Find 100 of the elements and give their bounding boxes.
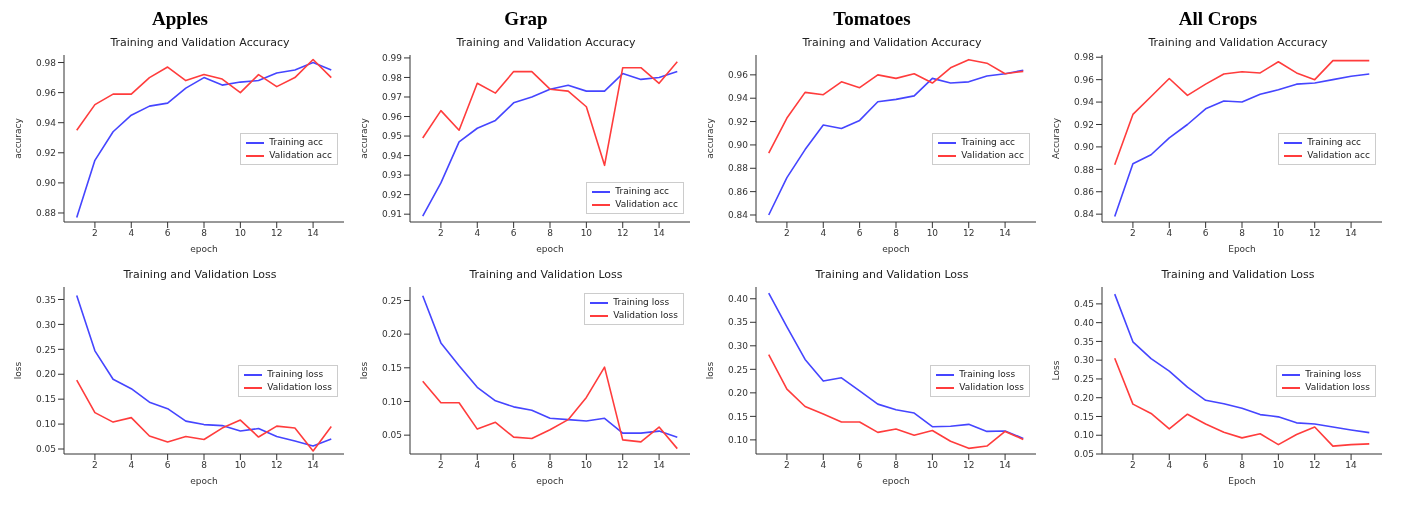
y-axis-title: accuracy — [13, 117, 24, 159]
x-axis-title: Epoch — [1228, 244, 1256, 254]
y-tick-label: 0.96 — [35, 87, 57, 98]
x-axis-title: epoch — [536, 476, 564, 486]
y-tick-label: 0.99 — [381, 53, 403, 64]
y-tick-label: 0.20 — [1073, 392, 1095, 403]
y-tick-label: 0.05 — [35, 444, 56, 455]
legend-label: Training loss — [613, 296, 670, 309]
y-tick-label: 0.10 — [381, 396, 403, 407]
x-tick-label: 10 — [234, 228, 247, 239]
x-tick-label: 6 — [856, 460, 863, 471]
y-tick-label: 0.15 — [727, 411, 748, 422]
y-axis-title: accuracy — [359, 117, 370, 159]
line-series — [421, 366, 679, 450]
line-series — [75, 294, 333, 447]
x-axis-title: epoch — [882, 244, 910, 254]
y-tick-label: 0.95 — [381, 131, 402, 142]
x-tick-label: 4 — [1166, 460, 1173, 471]
legend-label: Validation acc — [269, 149, 332, 162]
y-tick-label: 0.98 — [381, 72, 403, 83]
chart-title: Grap — [503, 8, 549, 31]
chart-title: Tomatoes — [832, 8, 912, 31]
x-tick-label: 8 — [547, 460, 554, 471]
y-tick-label: 0.93 — [381, 170, 402, 181]
y-tick-label: 0.15 — [1073, 411, 1094, 422]
y-tick-label: 0.25 — [35, 344, 56, 355]
y-tick-label: 0.20 — [35, 369, 57, 380]
line-series — [767, 69, 1025, 216]
x-axis-title: epoch — [882, 476, 910, 486]
line-series — [421, 294, 679, 438]
y-axis-title: accuracy — [705, 117, 716, 159]
legend-label: Validation acc — [961, 149, 1024, 162]
y-tick-label: 0.25 — [381, 295, 402, 306]
legend-label: Training acc — [615, 185, 670, 198]
chart-title: Training and Validation Loss — [1160, 268, 1316, 283]
y-axis-title: loss — [705, 361, 716, 380]
legend-label: Validation loss — [267, 381, 332, 394]
x-tick-label: 10 — [926, 228, 939, 239]
y-tick-label: 0.20 — [727, 388, 749, 399]
x-axis-title: Epoch — [1228, 476, 1256, 486]
y-axis-title: loss — [13, 361, 24, 380]
x-tick-label: 4 — [128, 460, 135, 471]
y-tick-label: 0.84 — [1073, 209, 1095, 220]
y-tick-label: 0.10 — [727, 435, 749, 446]
x-tick-label: 6 — [1202, 228, 1209, 239]
y-tick-label: 0.35 — [35, 294, 56, 305]
x-tick-label: 8 — [201, 228, 208, 239]
x-tick-label: 2 — [92, 460, 98, 471]
x-tick-label: 10 — [1272, 228, 1285, 239]
line-series — [767, 292, 1025, 440]
x-tick-label: 8 — [201, 460, 208, 471]
y-tick-label: 0.25 — [1073, 374, 1094, 385]
x-tick-label: 4 — [128, 228, 135, 239]
x-tick-label: 14 — [653, 460, 666, 471]
y-tick-label: 0.86 — [727, 186, 749, 197]
x-tick-label: 8 — [893, 228, 900, 239]
x-tick-label: 2 — [784, 228, 790, 239]
x-tick-label: 10 — [234, 460, 247, 471]
y-axis-title: Loss — [1051, 360, 1062, 381]
y-tick-label: 0.30 — [35, 319, 57, 330]
y-tick-label: 0.40 — [727, 293, 749, 304]
y-tick-label: 0.92 — [381, 189, 402, 200]
x-tick-label: 12 — [963, 228, 975, 239]
x-tick-label: 12 — [617, 228, 629, 239]
legend-label: Training acc — [1307, 136, 1362, 149]
x-axis-title: epoch — [190, 476, 218, 486]
legend-label: Validation acc — [1307, 149, 1370, 162]
y-tick-label: 0.90 — [35, 178, 57, 189]
y-tick-label: 0.88 — [1073, 164, 1095, 175]
x-tick-label: 12 — [1309, 460, 1321, 471]
line-series — [1113, 73, 1371, 218]
y-tick-label: 0.30 — [727, 341, 749, 351]
x-tick-label: 2 — [784, 460, 790, 471]
y-tick-label: 0.05 — [1073, 449, 1094, 460]
x-axis-title: epoch — [536, 244, 564, 254]
y-tick-label: 0.88 — [35, 208, 57, 219]
y-tick-label: 0.30 — [1073, 355, 1095, 366]
x-tick-label: 6 — [856, 228, 863, 239]
x-tick-label: 14 — [1345, 228, 1358, 239]
line-series — [1113, 59, 1371, 166]
legend-label: Validation loss — [613, 309, 678, 322]
x-tick-label: 2 — [1130, 228, 1136, 239]
line-series — [75, 61, 333, 219]
line-series — [421, 70, 679, 217]
y-tick-label: 0.45 — [1073, 299, 1094, 310]
chart-title: Training and Validation Loss — [468, 268, 624, 283]
line-series — [75, 58, 333, 132]
x-tick-label: 14 — [999, 228, 1012, 239]
x-tick-label: 2 — [92, 228, 98, 239]
y-tick-label: 0.15 — [381, 363, 402, 373]
x-tick-label: 6 — [510, 460, 517, 471]
y-tick-label: 0.96 — [1073, 74, 1095, 85]
x-tick-label: 4 — [474, 228, 481, 239]
y-tick-label: 0.35 — [727, 317, 748, 328]
y-tick-label: 0.98 — [35, 57, 57, 68]
x-tick-label: 6 — [1202, 460, 1209, 471]
y-tick-label: 0.94 — [727, 93, 749, 104]
y-tick-label: 0.84 — [727, 210, 749, 221]
y-tick-label: 0.86 — [1073, 186, 1095, 197]
x-tick-label: 12 — [617, 460, 629, 471]
